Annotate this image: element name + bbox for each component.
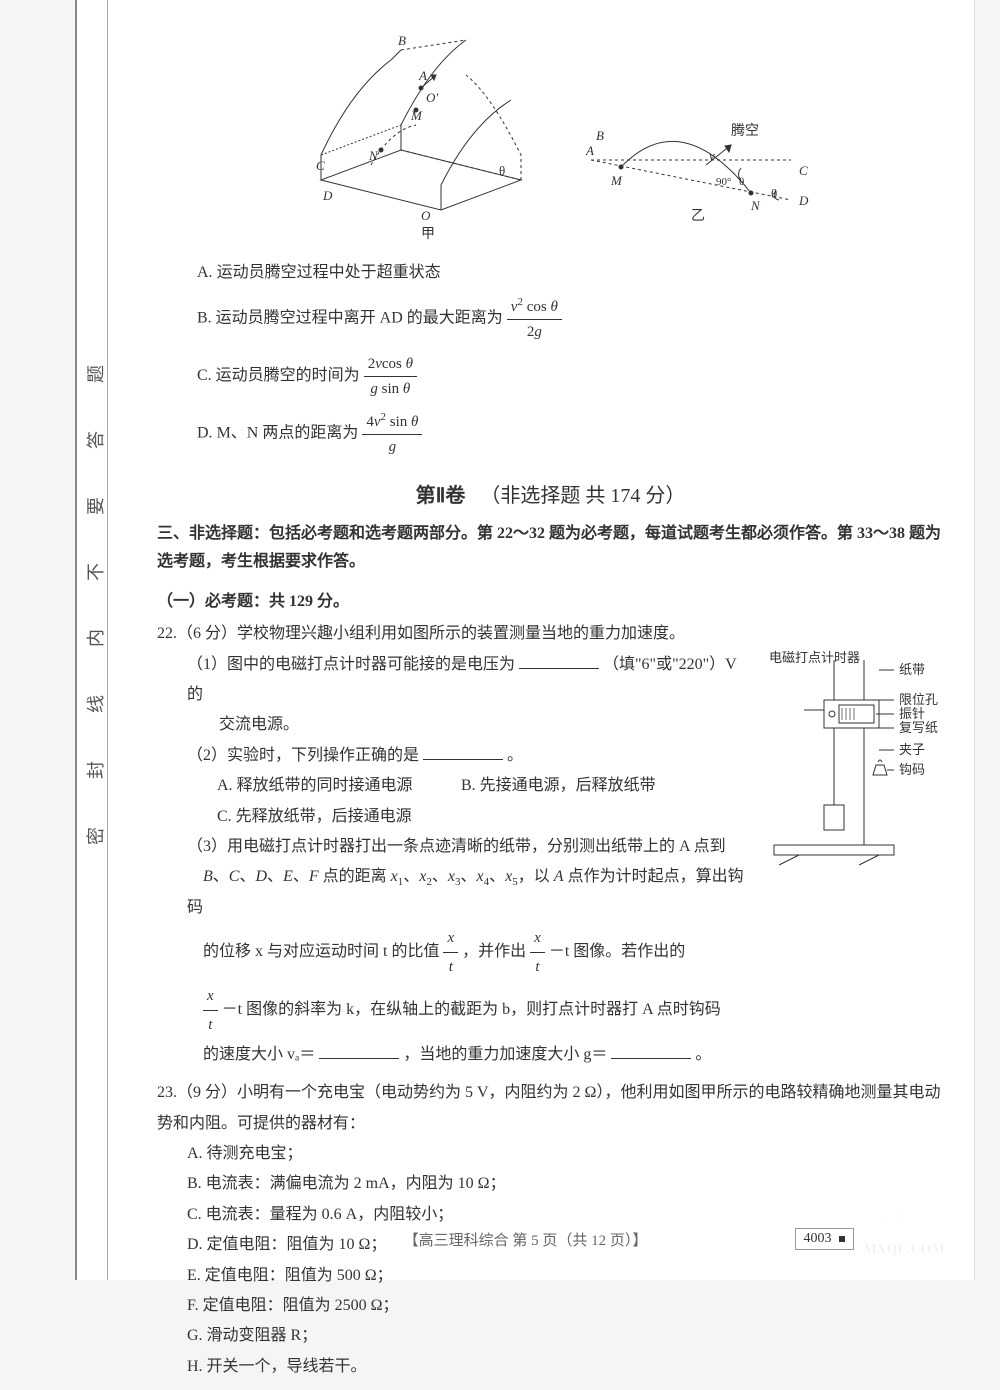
option-d: D. M、N 两点的距离为 4v2 sin θ g bbox=[197, 409, 944, 459]
q22-p3-c: 的位移 x 与对应运动时间 t 的比值 xt ，并作出 xt －t 图像。若作出… bbox=[203, 943, 685, 960]
option-b: B. 运动员腾空过程中离开 AD 的最大距离为 v2 cos θ 2g bbox=[197, 294, 944, 344]
diag-label: O' bbox=[426, 90, 438, 105]
q22-opt-a: A. 释放纸带的同时接通电源 bbox=[217, 771, 457, 801]
fig-label: 夹子 bbox=[899, 742, 925, 757]
skateboard-ramp-diagram: B A O' M N C D O θ 甲 bbox=[271, 20, 831, 240]
watermark: 答案圈 MXQE.COM bbox=[854, 1195, 954, 1265]
fill-blank[interactable] bbox=[611, 1043, 691, 1059]
section-2-title: 第Ⅱ卷 （非选择题 共 174 分） bbox=[157, 479, 944, 508]
apparatus-figure: 电磁打点计时器 纸带 限位孔 振针 复写纸 夹子 钩码 bbox=[764, 650, 944, 880]
margin-char: 内 bbox=[82, 627, 108, 647]
diag-label: θ bbox=[771, 186, 777, 201]
page-code-text: 4003 bbox=[804, 1231, 832, 1246]
margin-char: 题 bbox=[82, 363, 108, 383]
fraction: v2 cos θ 2g bbox=[507, 294, 562, 344]
q23-item: E. 定值电阻：阻值为 500 Ω； bbox=[187, 1261, 944, 1291]
question-22: 22.（6 分）学校物理兴趣小组利用如图所示的装置测量当地的重力加速度。 bbox=[157, 619, 944, 1070]
q23-header: 23.（9 分）小明有一个充电宝（电动势约为 5 V，内阻约为 2 Ω），他利用… bbox=[157, 1078, 944, 1139]
margin-char: 封 bbox=[82, 759, 108, 779]
q22-p3-d: xt －t 图像的斜率为 k，在纵轴上的截距为 b，则打点计时器打 A 点时钩码 bbox=[203, 1001, 721, 1018]
margin-char: 不 bbox=[82, 561, 108, 581]
margin-char: 线 bbox=[82, 693, 108, 713]
fig-label: 限位孔 bbox=[899, 692, 938, 707]
q22-header: 22.（6 分）学校物理兴趣小组利用如图所示的装置测量当地的重力加速度。 bbox=[157, 619, 944, 649]
q22-p3-e: 的速度大小 vₐ＝ ，当地的重力加速度大小 g＝ 。 bbox=[203, 1046, 711, 1063]
fraction: xt bbox=[530, 924, 545, 982]
diag-label: M bbox=[610, 173, 623, 188]
q23-items: A. 待测充电宝； B. 电流表：满偏电流为 2 mA，内阻为 10 Ω； C.… bbox=[187, 1139, 944, 1382]
option-c: C. 运动员腾空的时间为 2vcos θ g sin θ bbox=[197, 352, 944, 401]
fill-blank[interactable] bbox=[319, 1043, 399, 1059]
margin-char: 要 bbox=[82, 495, 108, 515]
diag-label: C bbox=[316, 158, 325, 173]
watermark-text-top: 答案圈 bbox=[865, 1201, 943, 1231]
diag-label: B bbox=[398, 33, 406, 48]
diag-label: 腾空 bbox=[731, 122, 759, 139]
fraction: xt bbox=[443, 924, 458, 982]
physics-diagrams: B A O' M N C D O θ 甲 bbox=[157, 20, 944, 240]
fig-label: 电磁打点计时器 bbox=[769, 650, 860, 665]
q22-p3-a: （3）用电磁打点计时器打出一条点迹清晰的纸带，分别测出纸带上的 A 点到 bbox=[187, 838, 726, 855]
section-title-paren: （非选择题 共 174 分） bbox=[480, 485, 685, 507]
diag-label: A bbox=[418, 68, 427, 83]
q22-p1-a: （1）图中的电磁打点计时器可能接的是电压为 bbox=[187, 656, 515, 673]
fig-label: 纸带 bbox=[899, 662, 925, 677]
q22-p1-c: 交流电源。 bbox=[219, 716, 299, 733]
q21-options: A. 运动员腾空过程中处于超重状态 B. 运动员腾空过程中离开 AD 的最大距离… bbox=[197, 260, 944, 459]
section-title-prefix: 第Ⅱ卷 bbox=[416, 485, 466, 507]
diag-label: 90° bbox=[716, 176, 731, 188]
diag-label: N bbox=[368, 148, 379, 163]
watermark-text-bottom: MXQE.COM bbox=[863, 1242, 944, 1257]
fill-blank[interactable] bbox=[519, 653, 599, 669]
diag-label: D bbox=[798, 193, 809, 208]
q22-p2: （2）实验时，下列操作正确的是 bbox=[187, 747, 419, 764]
diag-label: M bbox=[410, 108, 423, 123]
q23-item: C. 电流表：量程为 0.6 A，内阻较小； bbox=[187, 1200, 944, 1230]
diagram-caption-right: 乙 bbox=[691, 208, 705, 224]
dot-icon bbox=[839, 1236, 845, 1242]
fraction: xt bbox=[203, 982, 218, 1040]
q23-item: F. 定值电阻：阻值为 2500 Ω； bbox=[187, 1291, 944, 1321]
required-subsection: （一）必考题：共 129 分。 bbox=[157, 587, 944, 611]
diag-label: D bbox=[322, 188, 333, 203]
fig-label: 复写纸 bbox=[899, 720, 938, 735]
page-code: 4003 bbox=[795, 1228, 855, 1250]
diag-label: O bbox=[421, 208, 431, 223]
q23-item: G. 滑动变阻器 R； bbox=[187, 1321, 944, 1351]
binding-margin-text: 题 答 要 不 内 线 封 密 bbox=[85, 360, 105, 888]
diag-label: θ bbox=[499, 163, 505, 178]
diag-label: θ bbox=[739, 176, 744, 188]
option-a: A. 运动员腾空过程中处于超重状态 bbox=[197, 260, 944, 286]
option-b-text: 运动员腾空过程中离开 AD 的最大距离为 bbox=[216, 309, 503, 326]
option-d-text: M、N 两点的距离为 bbox=[217, 424, 359, 441]
option-a-text: 运动员腾空过程中处于超重状态 bbox=[217, 264, 441, 281]
fig-label: 振针 bbox=[899, 706, 925, 721]
fill-blank[interactable] bbox=[423, 744, 503, 760]
fraction: 4v2 sin θ g bbox=[362, 409, 422, 459]
q22-opt-b: B. 先接通电源，后释放纸带 bbox=[461, 777, 656, 794]
exam-page: 题 答 要 不 内 线 封 密 bbox=[75, 0, 975, 1280]
q23-item: A. 待测充电宝； bbox=[187, 1139, 944, 1169]
diag-label: v bbox=[709, 148, 715, 163]
diag-label: N bbox=[750, 198, 761, 213]
margin-char: 密 bbox=[82, 825, 108, 845]
q22-p3-b: B、C、D、E、F 点的距离 x1、x2、x3、x4、x5，以 A 点作为计时起… bbox=[187, 868, 744, 916]
q22-opt-c: C. 先释放纸带，后接通电源 bbox=[217, 808, 412, 825]
q23-item: H. 开关一个，导线若干。 bbox=[187, 1352, 944, 1382]
diag-label: C bbox=[799, 163, 808, 178]
q23-item: B. 电流表：满偏电流为 2 mA，内阻为 10 Ω； bbox=[187, 1169, 944, 1199]
margin-char: 答 bbox=[82, 429, 108, 449]
section-instructions: 三、非选择题：包括必考题和选考题两部分。第 22～32 题为必考题，每道试题考生… bbox=[157, 520, 944, 578]
timer-apparatus-svg: 电磁打点计时器 纸带 限位孔 振针 复写纸 夹子 钩码 bbox=[764, 650, 944, 880]
fig-label: 钩码 bbox=[899, 762, 925, 777]
diagram-caption-left: 甲 bbox=[421, 227, 435, 240]
q22-p2-suffix: 。 bbox=[507, 747, 523, 764]
option-c-text: 运动员腾空的时间为 bbox=[216, 367, 360, 384]
diag-label: A bbox=[585, 143, 594, 158]
page-content: B A O' M N C D O θ 甲 bbox=[157, 20, 944, 1390]
diag-label: B bbox=[596, 128, 604, 143]
fraction: 2vcos θ g sin θ bbox=[364, 352, 417, 401]
